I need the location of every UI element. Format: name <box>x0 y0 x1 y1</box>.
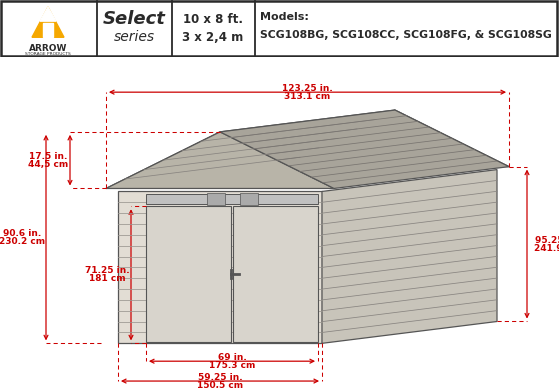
Text: 59.25 in.: 59.25 in. <box>198 372 242 381</box>
Text: 181 cm: 181 cm <box>89 274 125 283</box>
Text: Models:: Models: <box>260 12 309 22</box>
Text: 10 x 8 ft.: 10 x 8 ft. <box>183 13 243 26</box>
Polygon shape <box>106 132 334 189</box>
Text: 123.25 in.: 123.25 in. <box>282 84 333 93</box>
Text: 313.1 cm: 313.1 cm <box>285 92 330 100</box>
Polygon shape <box>106 110 395 189</box>
Text: 150,5 cm: 150,5 cm <box>197 381 243 388</box>
Polygon shape <box>146 206 231 342</box>
Text: 3 x 2,4 m: 3 x 2,4 m <box>182 31 244 44</box>
Polygon shape <box>43 23 53 37</box>
Text: 69 in.: 69 in. <box>217 353 247 362</box>
Text: STORAGE PRODUCTS: STORAGE PRODUCTS <box>25 52 71 56</box>
Text: 71.25 in.: 71.25 in. <box>84 266 129 275</box>
Polygon shape <box>118 191 322 343</box>
Polygon shape <box>322 170 497 343</box>
Bar <box>207 194 225 205</box>
Text: 175.3 cm: 175.3 cm <box>209 361 255 370</box>
Polygon shape <box>32 7 64 37</box>
Text: Select: Select <box>102 10 165 28</box>
Text: 241.9 cm: 241.9 cm <box>534 244 559 253</box>
Polygon shape <box>281 110 509 166</box>
Text: ARROW: ARROW <box>29 44 67 54</box>
Text: SCG108BG, SCG108CC, SCG108FG, & SCG108SG: SCG108BG, SCG108CC, SCG108FG, & SCG108SG <box>260 30 552 40</box>
Polygon shape <box>220 110 509 189</box>
Bar <box>146 194 318 204</box>
Text: 17.5 in.: 17.5 in. <box>29 152 67 161</box>
Polygon shape <box>40 7 56 21</box>
Text: 44,5 cm: 44,5 cm <box>28 159 68 169</box>
Polygon shape <box>233 206 318 342</box>
Bar <box>240 194 258 205</box>
Text: 95.25 in.: 95.25 in. <box>535 236 559 244</box>
Text: 90.6 in.: 90.6 in. <box>3 229 41 238</box>
Text: series: series <box>113 30 154 44</box>
Text: 230.2 cm: 230.2 cm <box>0 237 45 246</box>
